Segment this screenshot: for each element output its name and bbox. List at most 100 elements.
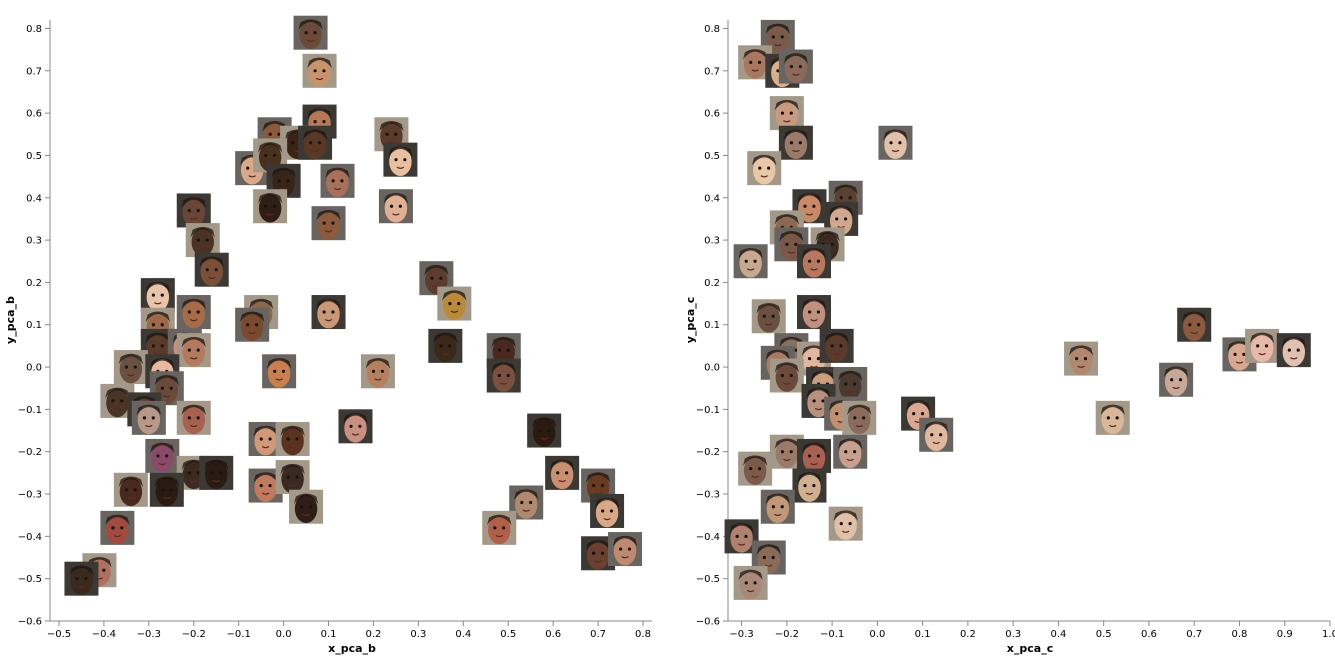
right-eye bbox=[939, 433, 943, 437]
face-thumbnail-point bbox=[1064, 341, 1099, 376]
hair-shape bbox=[774, 214, 800, 225]
mouth bbox=[158, 462, 167, 466]
mouth bbox=[495, 534, 503, 538]
left-eye bbox=[844, 450, 848, 454]
left-eye bbox=[538, 428, 542, 433]
mouth bbox=[500, 382, 508, 385]
hair-shape bbox=[248, 298, 274, 310]
hair-shape bbox=[531, 417, 557, 428]
face-thumbnail-point bbox=[797, 438, 831, 473]
y-tick-label: −0.1 bbox=[18, 405, 42, 416]
face-thumbnail-point bbox=[545, 455, 580, 490]
mouth bbox=[603, 517, 611, 521]
left-eye bbox=[268, 132, 272, 136]
face-thumbnail-point bbox=[878, 125, 913, 160]
face-shape bbox=[294, 494, 318, 524]
face-thumbnail-point bbox=[428, 328, 463, 363]
face-thumbnail-point bbox=[733, 565, 768, 600]
face-shape bbox=[798, 193, 821, 223]
face-shape bbox=[884, 130, 907, 160]
right-eye bbox=[821, 399, 825, 403]
left-eye bbox=[151, 323, 156, 327]
face-shape bbox=[743, 456, 767, 485]
face-shape bbox=[254, 473, 277, 502]
face-thumbnail-point bbox=[199, 455, 234, 490]
face-shape bbox=[743, 50, 767, 79]
x-tick-label: −0.2 bbox=[775, 629, 799, 640]
hair-shape bbox=[810, 370, 836, 382]
hair-shape bbox=[815, 231, 840, 242]
right-eye bbox=[398, 204, 402, 208]
right-eye bbox=[380, 369, 384, 373]
y-tick-label: −0.4 bbox=[18, 532, 42, 543]
face-thumbnail-point bbox=[833, 434, 868, 469]
mouth bbox=[396, 166, 405, 169]
mouth bbox=[374, 378, 382, 381]
face-shape bbox=[1250, 333, 1274, 363]
x-tick-label: 0.6 bbox=[1141, 629, 1157, 640]
mouth bbox=[288, 484, 297, 487]
mouth bbox=[113, 407, 122, 411]
face-thumbnail-point bbox=[1245, 328, 1280, 363]
hair-shape bbox=[585, 472, 611, 483]
face-shape bbox=[254, 426, 277, 456]
face-shape bbox=[775, 100, 799, 130]
x-tick-label: 0.1 bbox=[915, 629, 931, 640]
face-thumbnail-point bbox=[235, 307, 270, 342]
right-eye bbox=[403, 158, 407, 162]
left-eye bbox=[246, 166, 250, 170]
face-thumbnail-point bbox=[275, 422, 310, 457]
right-eye bbox=[771, 314, 775, 318]
left-eye bbox=[839, 196, 843, 200]
right-eye bbox=[789, 373, 793, 378]
face-shape bbox=[366, 359, 390, 388]
face-thumbnail-point bbox=[1276, 333, 1311, 368]
hair-shape bbox=[828, 205, 854, 217]
left-eye bbox=[349, 424, 353, 428]
left-eye bbox=[264, 153, 268, 158]
left-eye bbox=[309, 141, 313, 145]
hair-shape bbox=[280, 425, 305, 437]
y-tick-label: 0.8 bbox=[704, 24, 720, 35]
face-thumbnail-point bbox=[262, 354, 297, 389]
right-eye bbox=[340, 179, 344, 183]
hair-shape bbox=[797, 472, 822, 483]
face-shape bbox=[258, 193, 282, 223]
right-eye bbox=[205, 238, 209, 242]
right-eye bbox=[214, 268, 218, 272]
right-eye bbox=[457, 301, 461, 306]
face-shape bbox=[550, 460, 574, 490]
mouth bbox=[1108, 424, 1117, 428]
hair-shape bbox=[253, 425, 278, 437]
left-eye bbox=[497, 348, 501, 352]
right-eye bbox=[219, 471, 223, 475]
right-eye bbox=[102, 568, 106, 572]
right-eye bbox=[281, 369, 286, 373]
right-eye bbox=[780, 505, 784, 509]
mouth bbox=[751, 69, 759, 72]
y-tick-label: 0.2 bbox=[704, 278, 720, 289]
mouth bbox=[266, 213, 274, 216]
hair-shape bbox=[383, 192, 409, 204]
left-eye bbox=[1188, 323, 1192, 327]
face-thumbnail-point bbox=[338, 409, 373, 444]
left-eye bbox=[835, 217, 839, 221]
face-thumbnail-point bbox=[176, 193, 211, 228]
right-eye bbox=[1197, 323, 1201, 327]
face-shape bbox=[119, 354, 143, 384]
left-eye bbox=[780, 111, 785, 115]
left-eye bbox=[124, 365, 129, 369]
mouth bbox=[1235, 361, 1244, 364]
left-eye bbox=[264, 204, 268, 208]
face-shape bbox=[1101, 405, 1124, 435]
face-thumbnail-point bbox=[760, 489, 795, 524]
panel-pca-c: −0.3 −0.2 −0.1 0.0 0.1 0.2 0.3 0.4 0.5 0.6 0.7 0.8 0… bbox=[684, 19, 1335, 655]
mouth bbox=[163, 395, 171, 398]
y-tick-label: −0.4 bbox=[696, 532, 720, 543]
hair-shape bbox=[257, 192, 283, 204]
hair-shape bbox=[257, 142, 283, 153]
mouth bbox=[522, 509, 530, 512]
mouth bbox=[746, 268, 755, 271]
right-eye bbox=[798, 141, 802, 145]
left-eye bbox=[744, 259, 748, 263]
